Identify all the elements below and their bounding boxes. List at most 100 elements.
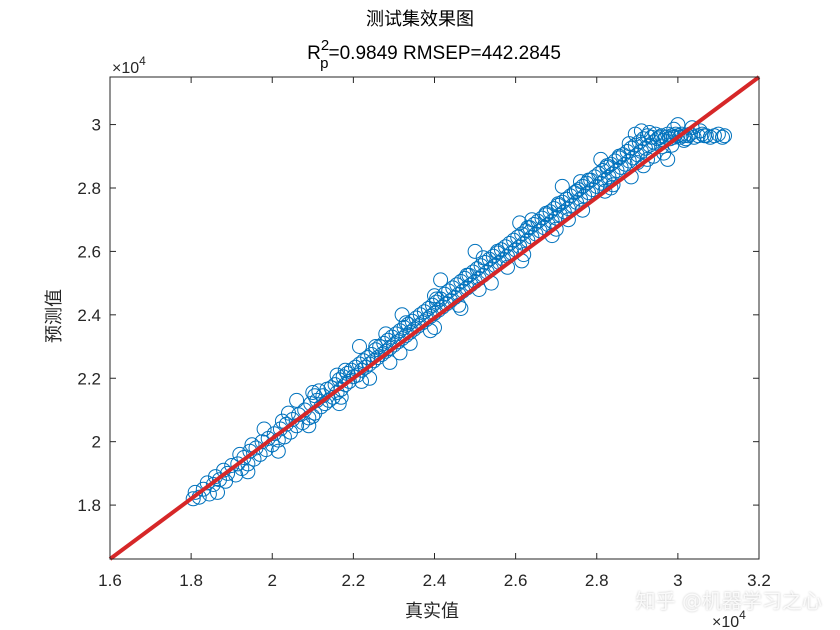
- x-axis-label: 真实值: [405, 601, 459, 622]
- scatter-point: [597, 172, 613, 188]
- scatter-point: [453, 301, 469, 316]
- scatter-point: [333, 381, 349, 397]
- scatter-point: [433, 272, 449, 288]
- scatter-point: [329, 367, 345, 383]
- scatter-point: [575, 202, 591, 218]
- y-tick-label: 1.8: [77, 496, 101, 515]
- y-tick-label: 3: [92, 116, 101, 135]
- scatter-point: [305, 385, 321, 400]
- scatter-point: [550, 196, 566, 212]
- scatter-point: [524, 212, 540, 228]
- scatter-point: [311, 383, 327, 399]
- scatter-point: [429, 291, 444, 307]
- scatter-point: [301, 418, 317, 434]
- scatter-point: [520, 220, 536, 236]
- scatter-point: [333, 389, 349, 405]
- x-exp-power: 4: [739, 608, 746, 622]
- scatter-point: [538, 205, 554, 221]
- x-tick-label: 3.2: [747, 571, 771, 590]
- y-tick-label: 2: [92, 433, 101, 452]
- scatter-point: [422, 323, 438, 339]
- scatter-point: [573, 174, 588, 190]
- scatter-point: [650, 131, 666, 147]
- scatter-point: [382, 354, 398, 370]
- scatter-point: [337, 362, 353, 378]
- scatter-point: [374, 347, 390, 362]
- scatter-point: [593, 151, 609, 167]
- x-exp-base: ×10: [712, 614, 739, 630]
- scatter-point: [240, 464, 256, 480]
- y-tick-label: 2.4: [77, 306, 101, 325]
- scatter-point: [354, 362, 369, 378]
- scatter-point: [368, 339, 384, 354]
- x-tick-label: 2.8: [585, 571, 609, 590]
- scatter-point: [605, 177, 621, 193]
- x-tick-label: 2.2: [342, 571, 366, 590]
- scatter-point: [459, 267, 475, 283]
- scatter-point: [366, 353, 382, 369]
- scatter-point: [352, 339, 367, 354]
- y-axis-label: 预测值: [44, 289, 65, 343]
- scatter-point: [398, 315, 414, 331]
- scatter-point: [670, 117, 686, 133]
- chart-title: 测试集效果图: [366, 9, 474, 30]
- x-tick-label: 3: [673, 571, 682, 590]
- scatter-point: [715, 129, 730, 145]
- scatter-point: [307, 388, 323, 404]
- x-axis-exponent: ×104: [712, 608, 746, 630]
- scatter-point: [560, 212, 576, 228]
- scatter-point: [205, 477, 221, 492]
- y-exp-base: ×10: [112, 60, 139, 77]
- scatter-point: [489, 243, 505, 259]
- y-tick-label: 2.2: [77, 369, 101, 388]
- y-tick-label: 2.6: [77, 242, 101, 261]
- scatter-point: [593, 175, 609, 191]
- watermark: 知乎 @机器学习之心: [635, 589, 822, 613]
- scatter-point: [256, 421, 272, 437]
- scatter-point: [329, 385, 345, 400]
- chart-subtitle: R2 p=0.9849 RMSEP=442.2845: [307, 37, 561, 72]
- scatter-point: [220, 465, 236, 481]
- fit-line: [108, 75, 761, 561]
- scatter-point: [378, 326, 394, 342]
- scatter-point: [212, 472, 227, 488]
- scatter-point: [427, 288, 442, 304]
- scatter-point: [717, 128, 732, 144]
- scatter-point: [605, 166, 621, 182]
- y-tick-label: 2.8: [77, 179, 101, 198]
- x-tick-label: 2.4: [423, 571, 447, 590]
- scatter-point: [585, 182, 601, 198]
- subtitle-r: R: [307, 43, 321, 64]
- y-exp-power: 4: [139, 54, 146, 68]
- scatter-point: [696, 128, 712, 144]
- x-tick-label: 1.8: [179, 571, 203, 590]
- scatter-point: [230, 456, 246, 472]
- scatter-point: [270, 443, 286, 459]
- scatter-point: [581, 172, 597, 188]
- scatter-point: [274, 413, 290, 429]
- scatter-point: [621, 153, 637, 169]
- scatter-point: [569, 194, 584, 210]
- scatter-point: [573, 191, 588, 207]
- x-axis-ticks: 1.6 1.8 2 2.2 2.4 2.6 2.8 3 3.2: [98, 77, 771, 590]
- scatter-point: [554, 178, 570, 194]
- scatter-point: [281, 405, 296, 421]
- y-axis-ticks: 1.8 2 2.2 2.4 2.6 2.8 3: [77, 116, 759, 515]
- scatter-point: [475, 250, 491, 266]
- scatter-point: [467, 243, 483, 259]
- scatter-point: [611, 148, 627, 164]
- scatter-point: [577, 188, 593, 204]
- scatter-point: [394, 307, 410, 323]
- scatter-point: [599, 158, 615, 174]
- scatter-point: [601, 169, 617, 185]
- subtitle-rest: =0.9849 RMSEP=442.2845: [329, 43, 561, 64]
- scatter-point: [362, 370, 378, 386]
- subtitle-sup: 2: [321, 37, 329, 54]
- scatter-point: [666, 121, 682, 137]
- scatter-point: [684, 120, 700, 136]
- scatter-point: [548, 210, 564, 226]
- scatter-point: [289, 392, 305, 408]
- scatter-point: [654, 139, 670, 155]
- x-tick-label: 2: [268, 571, 277, 590]
